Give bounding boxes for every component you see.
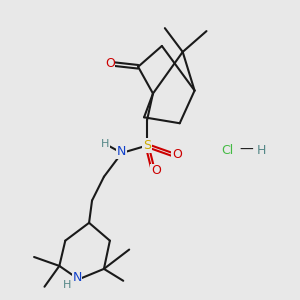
Text: H: H <box>63 280 71 290</box>
Text: N: N <box>73 271 82 284</box>
Text: Cl: Cl <box>221 143 233 157</box>
Text: H: H <box>101 139 110 149</box>
Text: O: O <box>105 57 115 70</box>
Text: —: — <box>240 143 254 157</box>
Text: N: N <box>117 145 127 158</box>
Text: H: H <box>257 143 266 157</box>
Text: O: O <box>172 148 182 161</box>
Text: S: S <box>143 139 151 152</box>
Text: O: O <box>151 164 161 177</box>
